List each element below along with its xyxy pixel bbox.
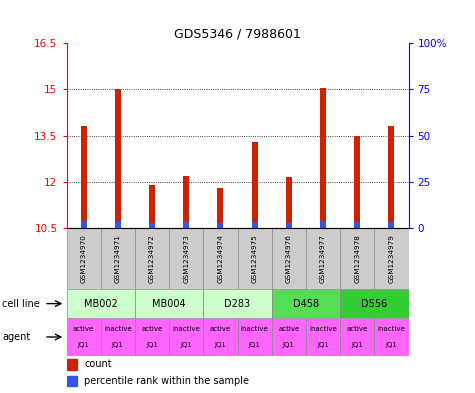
Bar [354, 222, 360, 228]
Text: inactive: inactive [378, 326, 405, 332]
Bar [389, 126, 394, 228]
Text: agent: agent [2, 332, 30, 342]
Title: GDS5346 / 7988601: GDS5346 / 7988601 [174, 28, 301, 40]
Bar [135, 318, 169, 356]
Bar [252, 142, 257, 228]
Bar [135, 289, 203, 318]
Text: D556: D556 [361, 299, 388, 309]
Bar [101, 228, 135, 289]
Bar [183, 176, 189, 228]
Text: GSM1234971: GSM1234971 [115, 234, 121, 283]
Bar [66, 289, 135, 318]
Bar [306, 318, 340, 356]
Text: active: active [347, 326, 368, 332]
Bar [101, 318, 135, 356]
Text: GSM1234977: GSM1234977 [320, 234, 326, 283]
Bar [149, 223, 155, 228]
Bar [340, 318, 374, 356]
Text: GSM1234979: GSM1234979 [389, 234, 394, 283]
Text: GSM1234976: GSM1234976 [286, 234, 292, 283]
Text: JQ1: JQ1 [77, 342, 89, 348]
Bar [66, 228, 101, 289]
Text: JQ1: JQ1 [112, 342, 124, 348]
Text: GSM1234970: GSM1234970 [81, 234, 86, 283]
Text: JQ1: JQ1 [146, 342, 158, 348]
Bar [135, 228, 169, 289]
Bar [374, 228, 408, 289]
Bar [149, 185, 155, 228]
Bar [203, 318, 238, 356]
Bar [115, 90, 121, 228]
Bar [374, 318, 408, 356]
Text: D283: D283 [224, 299, 251, 309]
Text: JQ1: JQ1 [385, 342, 397, 348]
Text: MB002: MB002 [84, 299, 118, 309]
Bar [218, 223, 223, 228]
Bar [203, 228, 238, 289]
Text: active: active [278, 326, 299, 332]
Bar [183, 222, 189, 228]
Text: JQ1: JQ1 [215, 342, 226, 348]
Text: JQ1: JQ1 [283, 342, 294, 348]
Bar [354, 136, 360, 228]
Bar [81, 126, 86, 228]
Text: inactive: inactive [104, 326, 132, 332]
Bar [320, 221, 326, 228]
Bar [238, 228, 272, 289]
Bar [272, 289, 340, 318]
Bar [169, 318, 203, 356]
Bar [203, 289, 272, 318]
Text: inactive: inactive [172, 326, 200, 332]
Text: count: count [84, 359, 112, 369]
Text: inactive: inactive [241, 326, 268, 332]
Text: JQ1: JQ1 [317, 342, 329, 348]
Text: JQ1: JQ1 [352, 342, 363, 348]
Bar [115, 221, 121, 228]
Bar [340, 289, 408, 318]
Text: GSM1234973: GSM1234973 [183, 234, 189, 283]
Text: MB004: MB004 [152, 299, 186, 309]
Bar [389, 222, 394, 228]
Bar [320, 88, 326, 228]
Text: JQ1: JQ1 [180, 342, 192, 348]
Bar [66, 359, 77, 370]
Bar [66, 376, 77, 386]
Bar [66, 318, 101, 356]
Bar [169, 228, 203, 289]
Text: cell line: cell line [2, 299, 40, 309]
Text: GSM1234972: GSM1234972 [149, 234, 155, 283]
Text: active: active [142, 326, 162, 332]
Text: active: active [210, 326, 231, 332]
Bar [340, 228, 374, 289]
Text: GSM1234975: GSM1234975 [252, 234, 257, 283]
Bar [238, 318, 272, 356]
Bar [286, 177, 292, 228]
Bar [252, 222, 257, 228]
Text: GSM1234978: GSM1234978 [354, 234, 360, 283]
Bar [81, 222, 86, 228]
Text: GSM1234974: GSM1234974 [218, 234, 223, 283]
Bar [272, 228, 306, 289]
Text: percentile rank within the sample: percentile rank within the sample [84, 376, 249, 386]
Bar [272, 318, 306, 356]
Text: JQ1: JQ1 [249, 342, 260, 348]
Text: D458: D458 [293, 299, 319, 309]
Text: active: active [73, 326, 94, 332]
Bar [286, 222, 292, 228]
Text: inactive: inactive [309, 326, 337, 332]
Bar [306, 228, 340, 289]
Bar [218, 188, 223, 228]
